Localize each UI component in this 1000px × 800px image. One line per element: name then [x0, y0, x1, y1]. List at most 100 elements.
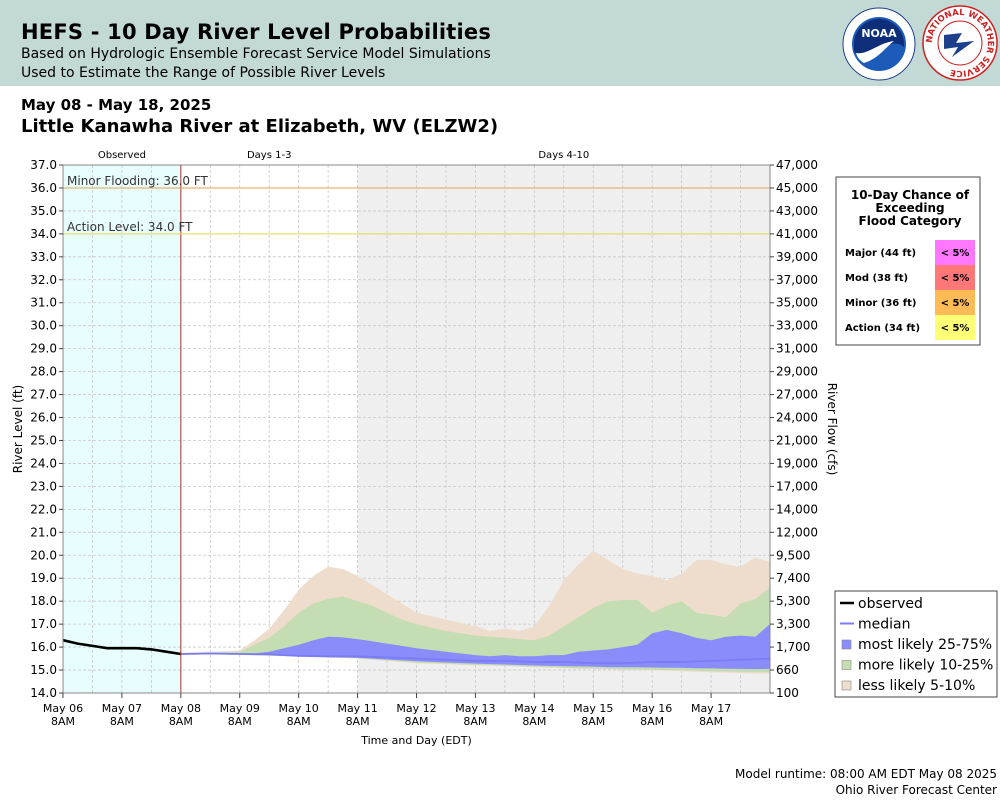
x-tick-day: May 17 — [691, 702, 731, 715]
y2-tick-label: 29,000 — [776, 365, 818, 379]
x-tick-day: May 14 — [514, 702, 554, 715]
y-axis-label: River Level (ft) — [11, 385, 25, 473]
y2-tick-label: 27,000 — [776, 388, 818, 402]
y-tick-label: 20.0 — [30, 548, 57, 562]
y2-tick-label: 41,000 — [776, 227, 818, 241]
legend-label-3: more likely 10-25% — [858, 658, 993, 674]
legend-swatch-4 — [841, 680, 852, 691]
y2-tick-label: 24,000 — [776, 411, 818, 425]
y-tick-label: 17.0 — [30, 617, 57, 631]
y-tick-label: 18.0 — [30, 594, 57, 608]
y2-tick-label: 47,000 — [776, 158, 818, 172]
flood-table-title-1: Exceeding — [875, 201, 944, 215]
noaa-logo: NOAA — [842, 7, 916, 81]
y-tick-label: 22.0 — [30, 502, 57, 516]
series-lines — [62, 638, 771, 665]
y2-tick-label: 5,300 — [776, 594, 810, 608]
x-tick-time: 8AM — [463, 715, 487, 728]
y-tick-label: 30.0 — [30, 319, 57, 333]
page-title: HEFS - 10 Day River Level Probabilities — [21, 20, 492, 44]
y2-tick-label: 9,500 — [776, 548, 810, 562]
legend-label-2: most likely 25-75% — [858, 637, 992, 653]
threshold-lines: Minor Flooding: 36.0 FT Action Level: 34.… — [63, 165, 770, 693]
flood-row-cell-2 — [935, 290, 975, 315]
flood-row-label-3: Action (34 ft) — [845, 323, 920, 334]
band-most-likely-25-75- — [180, 624, 771, 670]
y-tick-label: 16.0 — [30, 640, 57, 654]
y2-tick-label: 17,000 — [776, 479, 818, 493]
flood-row-value-3: < 5% — [941, 323, 970, 334]
x-tick-day: May 06 — [43, 702, 83, 715]
period-label-0: Observed — [98, 150, 146, 161]
x-tick-day: May 08 — [161, 702, 201, 715]
legend-swatch-2 — [841, 639, 852, 650]
model-runtime: Model runtime: 08:00 AM EDT May 08 2025 — [735, 767, 997, 781]
threshold-label-1: Action Level: 34.0 FT — [67, 220, 193, 234]
legend: observed median most likely 25-75% more lik… — [834, 590, 998, 698]
period-label-2: Days 4-10 — [538, 150, 589, 161]
y-tick-label: 36.0 — [30, 181, 57, 195]
x-tick-time: 8AM — [228, 715, 252, 728]
y-tick-label: 31.0 — [30, 296, 57, 310]
flood-row-value-2: < 5% — [941, 298, 970, 309]
x-tick-day: May 15 — [573, 702, 613, 715]
y2-tick-label: 37,000 — [776, 273, 818, 287]
flood-row-cell-1 — [935, 265, 975, 290]
y2-tick-label: 1,700 — [776, 640, 810, 654]
y-tick-label: 33.0 — [30, 250, 57, 264]
y2-tick-label: 660 — [776, 663, 799, 677]
y-tick-label: 34.0 — [30, 227, 57, 241]
flood-row-value-0: < 5% — [941, 248, 970, 259]
flood-row-value-1: < 5% — [941, 273, 970, 284]
legend-box — [834, 590, 998, 698]
y-tick-label: 28.0 — [30, 365, 57, 379]
legend-label-1: median — [858, 617, 910, 633]
flood-row-cell-0 — [935, 240, 975, 265]
period-bg-0 — [63, 165, 181, 693]
y2-tick-label: 19,000 — [776, 456, 818, 470]
y-tick-label: 26.0 — [30, 411, 57, 425]
page-subtitle-2: Used to Estimate the Range of Possible R… — [21, 65, 386, 81]
y-tick-label: 24.0 — [30, 456, 57, 470]
flood-table-title-0: 10-Day Chance of — [851, 188, 970, 202]
y-tick-label: 32.0 — [30, 273, 57, 287]
legend-label-4: less likely 5-10% — [858, 678, 975, 694]
y-tick-label: 27.0 — [30, 388, 57, 402]
y-tick-label: 37.0 — [30, 158, 57, 172]
period-label-1: Days 1-3 — [247, 150, 291, 161]
y2-tick-label: 35,000 — [776, 296, 818, 310]
y2-tick-label: 43,000 — [776, 204, 818, 218]
legend-swatch-3 — [841, 660, 852, 670]
noaa-logo-text: NOAA — [861, 27, 897, 40]
x-tick-time: 8AM — [699, 715, 723, 728]
y-tick-label: 23.0 — [30, 479, 57, 493]
flood-row-label-0: Major (44 ft) — [845, 248, 916, 259]
page-subtitle-1: Based on Hydrologic Ensemble Forecast Se… — [21, 46, 491, 62]
flood-table-title-2: Flood Category — [859, 214, 962, 228]
y-tick-label: 14.0 — [30, 686, 57, 700]
series-line-observed — [62, 638, 182, 656]
y2-tick-label: 39,000 — [776, 250, 818, 264]
x-axis-label: Time and Day (EDT) — [360, 734, 472, 747]
date-range: May 08 - May 18, 2025 — [21, 96, 212, 114]
y-tick-label: 25.0 — [30, 433, 57, 447]
y-tick-label: 15.0 — [30, 663, 57, 677]
x-tick-time: 8AM — [522, 715, 546, 728]
x-tick-time: 8AM — [287, 715, 311, 728]
x-tick-day: May 09 — [220, 702, 260, 715]
y2-tick-label: 45,000 — [776, 181, 818, 195]
x-tick-day: May 11 — [337, 702, 377, 715]
y2-tick-label: 33,000 — [776, 319, 818, 333]
y-tick-label: 21.0 — [30, 525, 57, 539]
y2-tick-label: 31,000 — [776, 342, 818, 356]
y2-tick-label: 12,000 — [776, 525, 818, 539]
x-tick-day: May 07 — [102, 702, 142, 715]
y2-tick-label: 3,300 — [776, 617, 810, 631]
x-tick-time: 8AM — [346, 715, 370, 728]
y2-axis-label: River Flow (cfs) — [825, 383, 839, 476]
flood-row-label-2: Minor (36 ft) — [845, 298, 916, 309]
y-tick-label: 29.0 — [30, 342, 57, 356]
x-tick-time: 8AM — [404, 715, 428, 728]
x-tick-day: May 10 — [279, 702, 319, 715]
nws-logo: NATIONAL WEATHER SERVICE — [922, 5, 998, 81]
